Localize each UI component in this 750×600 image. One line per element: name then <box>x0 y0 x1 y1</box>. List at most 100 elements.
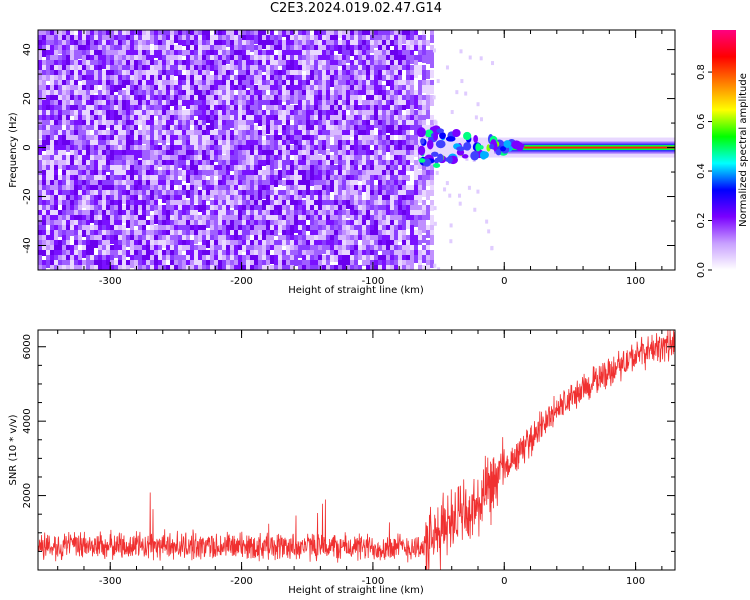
heatmap-cell <box>218 40 222 49</box>
heatmap-cell <box>254 75 258 84</box>
heatmap-cell <box>222 225 226 231</box>
heatmap-cell <box>274 195 278 201</box>
heatmap-cell <box>126 140 130 146</box>
heatmap-cell <box>62 205 66 210</box>
heatmap-cell <box>286 170 290 175</box>
heatmap-cell <box>290 240 294 249</box>
heatmap-cell <box>94 85 98 93</box>
heatmap-cell <box>402 60 406 67</box>
heatmap-cell <box>186 65 190 70</box>
heatmap-cell <box>382 205 386 212</box>
heatmap-cell <box>178 200 182 205</box>
heatmap-cell <box>126 90 130 98</box>
heatmap-cell <box>350 265 354 270</box>
heatmap-cell <box>238 260 242 266</box>
heatmap-cell <box>402 90 406 95</box>
heatmap-cell <box>342 255 346 260</box>
heatmap-cell <box>210 180 214 188</box>
heatmap-cell <box>126 240 130 247</box>
heatmap-cell <box>110 175 114 183</box>
heatmap-cell <box>358 245 362 252</box>
heatmap-cell <box>90 255 94 264</box>
heatmap-cell <box>198 180 202 187</box>
heatmap-cell <box>154 150 158 155</box>
heatmap-cell <box>476 102 480 107</box>
heatmap-cell <box>70 220 74 225</box>
heatmap-cell <box>270 115 274 121</box>
heatmap-cell <box>382 190 386 196</box>
heatmap-cell <box>50 120 54 128</box>
heatmap-cell <box>394 50 398 58</box>
heatmap-cell <box>110 115 114 122</box>
heatmap-cell <box>342 45 346 54</box>
heatmap-cell <box>178 50 182 57</box>
heatmap-cell <box>334 190 338 196</box>
heatmap-cell <box>162 215 166 223</box>
heatmap-cell <box>402 125 406 132</box>
heatmap-cell <box>278 35 282 42</box>
heatmap-cell <box>106 105 110 114</box>
heatmap-cell <box>406 265 410 270</box>
heatmap-cell <box>50 35 54 42</box>
heatmap-cell <box>362 210 366 216</box>
heatmap-cell <box>138 170 142 177</box>
heatmap-cell <box>266 120 270 128</box>
heatmap-cell <box>142 220 146 228</box>
heatmap-cell <box>42 70 46 79</box>
heatmap-cell <box>406 95 410 103</box>
heatmap-cell <box>82 170 86 175</box>
heatmap-cell <box>282 160 286 168</box>
heatmap-cell <box>378 255 382 262</box>
heatmap-cell <box>110 225 114 233</box>
heatmap-cell <box>274 40 278 48</box>
heatmap-cell <box>342 55 346 63</box>
heatmap-cell <box>150 260 154 266</box>
heatmap-cell <box>158 45 162 54</box>
heatmap-cell <box>118 185 122 194</box>
heatmap-cell <box>322 195 326 202</box>
heatmap-cell <box>166 120 170 127</box>
heatmap-cell <box>262 140 266 146</box>
heatmap-cell <box>314 160 318 169</box>
heatmap-cell <box>190 95 194 102</box>
heatmap-cell <box>322 230 326 237</box>
heatmap-cell <box>134 165 138 170</box>
heatmap-cell <box>366 135 370 144</box>
heatmap-cell <box>234 45 238 54</box>
heatmap-cell <box>330 160 334 165</box>
heatmap-cell <box>334 265 338 270</box>
heatmap-cell <box>54 90 58 98</box>
heatmap-cell <box>178 70 182 77</box>
heatmap-cell <box>142 85 146 93</box>
heatmap-cell <box>282 165 286 170</box>
heatmap-cell <box>118 75 122 84</box>
heatmap-cell <box>354 180 358 188</box>
heatmap-cell <box>366 100 370 106</box>
heatmap-cell <box>230 175 234 180</box>
heatmap-cell <box>126 125 130 130</box>
heatmap-cell <box>158 235 162 243</box>
heatmap-cell <box>258 230 262 235</box>
heatmap-cell <box>166 110 170 117</box>
heatmap-cell <box>94 225 98 230</box>
heatmap-cell <box>78 220 82 226</box>
heatmap-cell <box>198 75 202 84</box>
heatmap-cell <box>202 245 206 253</box>
heatmap-cell <box>242 160 246 166</box>
heatmap-cell <box>398 115 402 122</box>
heatmap-cell <box>366 85 370 94</box>
heatmap-cell <box>326 175 330 180</box>
heatmap-cell <box>258 100 262 108</box>
heatmap-cell <box>318 70 322 78</box>
heatmap-cell <box>118 180 122 185</box>
heatmap-cell <box>86 235 90 244</box>
heatmap-cell <box>110 60 114 68</box>
heatmap-cell <box>218 125 222 131</box>
heatmap-cell <box>182 230 186 235</box>
heatmap-cell <box>70 90 74 95</box>
heatmap-cell <box>362 80 366 87</box>
heatmap-cell <box>46 30 50 38</box>
heatmap-cell <box>290 225 294 230</box>
heatmap-cell <box>306 105 310 113</box>
heatmap-cell <box>38 205 42 211</box>
